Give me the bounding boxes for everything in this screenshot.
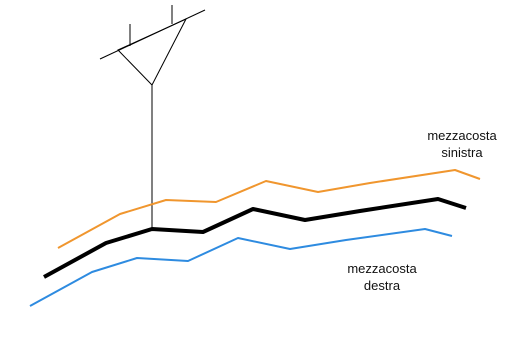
label-mezzacosta-sinistra-line2: sinistra [441,145,483,160]
mezzacosta-destra-line [29,228,453,307]
label-mezzacosta-destra-line1: mezzacosta [347,261,417,276]
label-mezzacosta-sinistra: mezzacosta sinistra [412,127,512,161]
instrument-triangle [117,17,188,86]
mezzacosta-sinistra-line [57,169,481,249]
instrument-symbol [99,5,206,228]
label-mezzacosta-sinistra-line1: mezzacosta [427,128,497,143]
center-axis-line [43,197,467,279]
label-mezzacosta-destra: mezzacosta destra [332,260,432,294]
label-mezzacosta-destra-line2: destra [363,278,401,293]
